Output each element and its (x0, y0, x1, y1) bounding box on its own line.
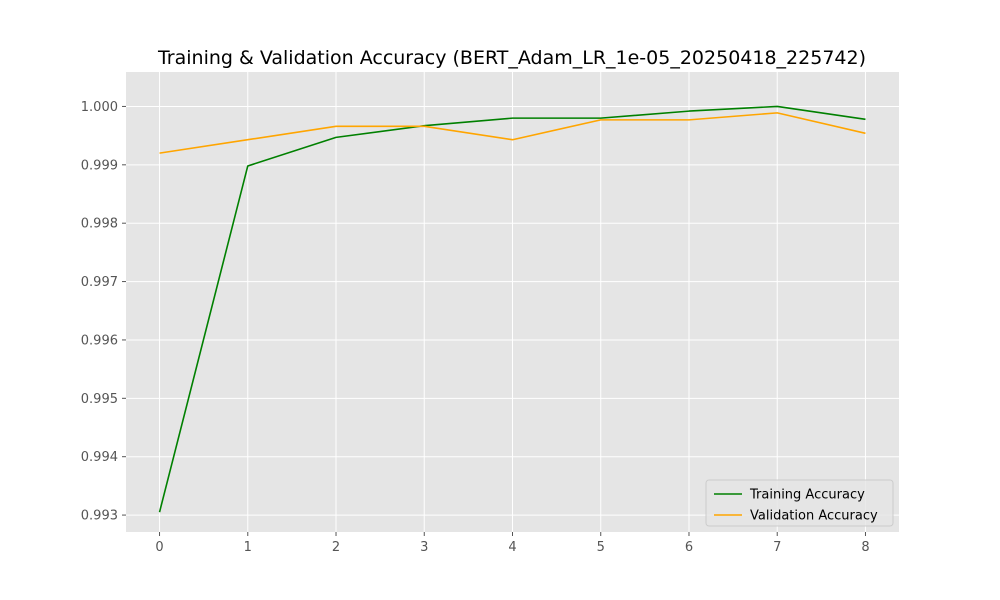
y-tick-label: 0.993 (81, 509, 118, 524)
x-tick-label: 0 (155, 540, 163, 555)
y-tick-label: 0.994 (81, 450, 118, 465)
y-tick-label: 0.995 (81, 392, 118, 407)
x-tick-label: 5 (597, 540, 605, 555)
x-tick-label: 4 (508, 540, 516, 555)
y-tick-label: 0.996 (81, 333, 118, 348)
x-tick-label: 3 (420, 540, 428, 555)
legend: Training Accuracy Validation Accuracy (705, 479, 894, 527)
y-tick-label: 0.997 (81, 275, 118, 290)
x-tick-label: 2 (332, 540, 340, 555)
chart-title: Training & Validation Accuracy (BERT_Ada… (157, 47, 866, 69)
x-tick-label: 6 (685, 540, 693, 555)
x-tick-label: 1 (244, 540, 252, 555)
y-tick-label: 1.000 (81, 100, 118, 115)
y-tick-label: 0.998 (81, 217, 118, 232)
series-layer (158, 105, 866, 513)
legend-label: Training Accuracy (749, 488, 865, 503)
x-tick-label: 8 (861, 540, 869, 555)
y-tick-label: 0.999 (81, 158, 118, 173)
x-tick-label: 7 (773, 540, 781, 555)
legend-label: Validation Accuracy (750, 509, 878, 524)
axes: 0 1 2 3 4 5 6 7 8 0.993 0.994 0.995 0.996 0.997 0.998 0… (81, 100, 870, 555)
legend-box (705, 479, 894, 527)
